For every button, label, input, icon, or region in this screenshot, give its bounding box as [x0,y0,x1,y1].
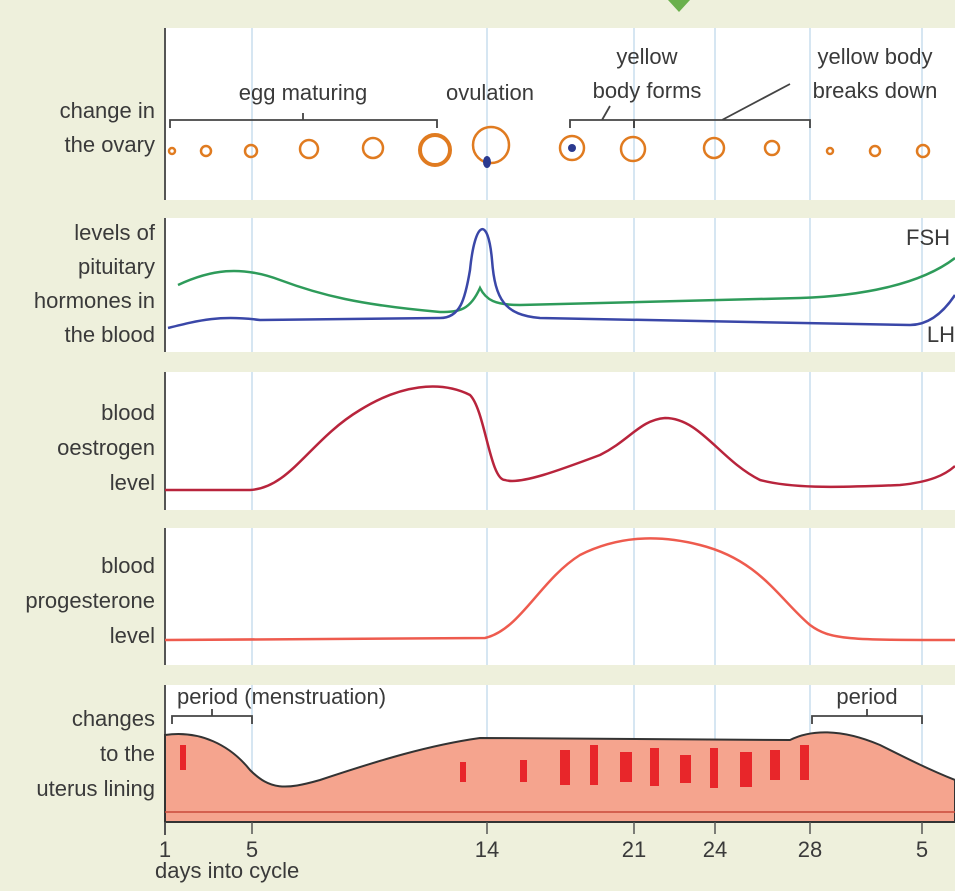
label-line: pituitary [78,254,155,279]
label-line: the ovary [65,132,156,157]
x-tick-label: 21 [622,837,646,862]
label-line: uterus lining [36,776,155,801]
label-line: oestrogen [57,435,155,460]
x-axis-label: days into cycle [155,858,299,883]
panel-label: levels of pituitary hormones in the blood [34,220,156,347]
diagram: change in the ovary levels of pituitary hor… [0,0,955,891]
label-line: to the [100,741,155,766]
annotation: period [836,684,897,709]
panel [165,528,955,665]
annotation: egg maturing [239,80,367,105]
egg [483,156,491,168]
x-tick-label: 14 [475,837,499,862]
egg [568,144,576,152]
annotation-line: yellow [616,44,677,69]
label-line: levels of [74,220,156,245]
label-line: changes [72,706,155,731]
label-line: progesterone [25,588,155,613]
panel-label: change in the ovary [60,98,155,157]
annotation-line: body forms [593,78,702,103]
label-line: blood [101,553,155,578]
label-line: blood [101,400,155,425]
arrow [668,0,690,12]
x-tick-label: 28 [798,837,822,862]
panel [165,372,955,510]
panel [165,218,955,352]
x-tick-label: 5 [916,837,928,862]
label-line: change in [60,98,155,123]
panel-label: blood oestrogen level [57,400,155,495]
panel-label: blood progesterone level [25,553,155,648]
label-line: level [110,623,155,648]
label-line: level [110,470,155,495]
label-line: the blood [64,322,155,347]
x-tick-label: 24 [703,837,727,862]
label-line: hormones in [34,288,155,313]
hormone-label: FSH [906,225,950,250]
annotation: ovulation [446,80,534,105]
annotation: period (menstruation) [177,684,386,709]
annotation-line: breaks down [813,78,938,103]
panel-label: changes to the uterus lining [36,706,155,801]
hormone-label: LH [927,322,955,347]
annotation-line: yellow body [818,44,933,69]
